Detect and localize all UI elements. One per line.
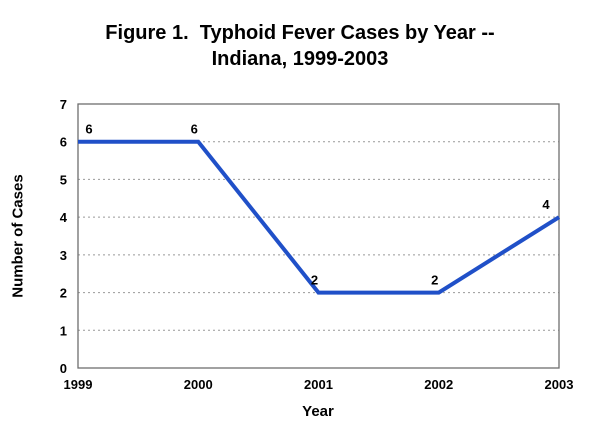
- data-label: 6: [85, 122, 92, 137]
- plot-border: [77, 103, 560, 369]
- data-series-line: [78, 139, 561, 295]
- y-tick-label: 7: [60, 97, 67, 112]
- chart-title: Figure 1. Typhoid Fever Cases by Year --…: [0, 20, 600, 72]
- y-tick-label: 5: [60, 172, 67, 187]
- y-tick-label: 0: [60, 361, 67, 376]
- data-label: 4: [542, 197, 550, 212]
- y-tick-label: 2: [60, 286, 67, 301]
- y-tick-label: 1: [60, 323, 67, 338]
- x-axis-title: Year: [302, 403, 334, 420]
- x-tick-label: 2002: [424, 377, 453, 392]
- y-tick-label: 3: [60, 248, 67, 263]
- x-tick-label: 2000: [184, 377, 213, 392]
- x-tick-label: 2003: [545, 377, 574, 392]
- y-tick-label: 4: [60, 210, 68, 225]
- data-label: 6: [191, 122, 198, 137]
- data-label: 2: [311, 273, 318, 288]
- data-label: 2: [431, 273, 438, 288]
- x-tick-label: 2001: [304, 377, 333, 392]
- y-tick-label: 6: [60, 135, 67, 150]
- chart-title-line1: Figure 1. Typhoid Fever Cases by Year --: [105, 22, 495, 44]
- x-tick-label: 1999: [64, 377, 93, 392]
- chart-title-line2: Indiana, 1999-2003: [211, 48, 389, 70]
